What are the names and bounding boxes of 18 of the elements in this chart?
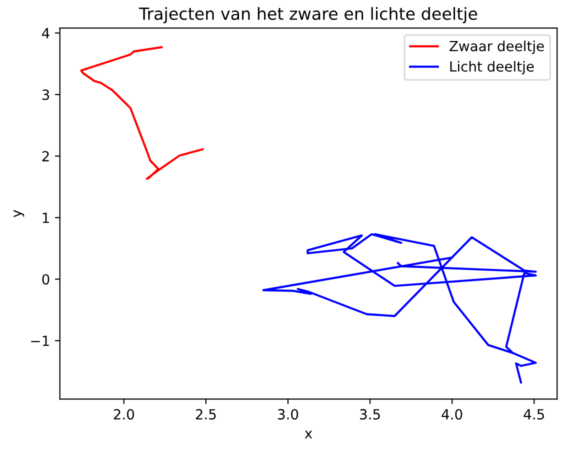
y-tick-label: 0 [42, 274, 50, 285]
x-tick-label: 3.0 [278, 409, 298, 420]
legend-label: Zwaar deeltje [450, 40, 544, 54]
x-tick-label: 2.0 [114, 409, 134, 420]
x-axis-title: x [304, 430, 312, 438]
x-tick-label: 4.5 [524, 409, 544, 420]
y-tick-label: 3 [42, 90, 50, 100]
y-tick-label: −1 [31, 336, 49, 346]
x-tick-label: 3.5 [360, 409, 380, 420]
x-tick-label: 4.0 [442, 409, 462, 420]
x-tick-label: 2.5 [196, 409, 216, 420]
line-series [80, 46, 204, 180]
y-tick-label: 1 [42, 212, 49, 223]
y-tick-label: 4 [42, 28, 50, 38]
y-tick-label: 2 [42, 151, 49, 162]
chart-title: Trajecten van het zware en lichte deeltje [138, 7, 478, 24]
y-axis-title: y [14, 210, 24, 218]
legend-label: Licht deeltje [450, 60, 534, 74]
